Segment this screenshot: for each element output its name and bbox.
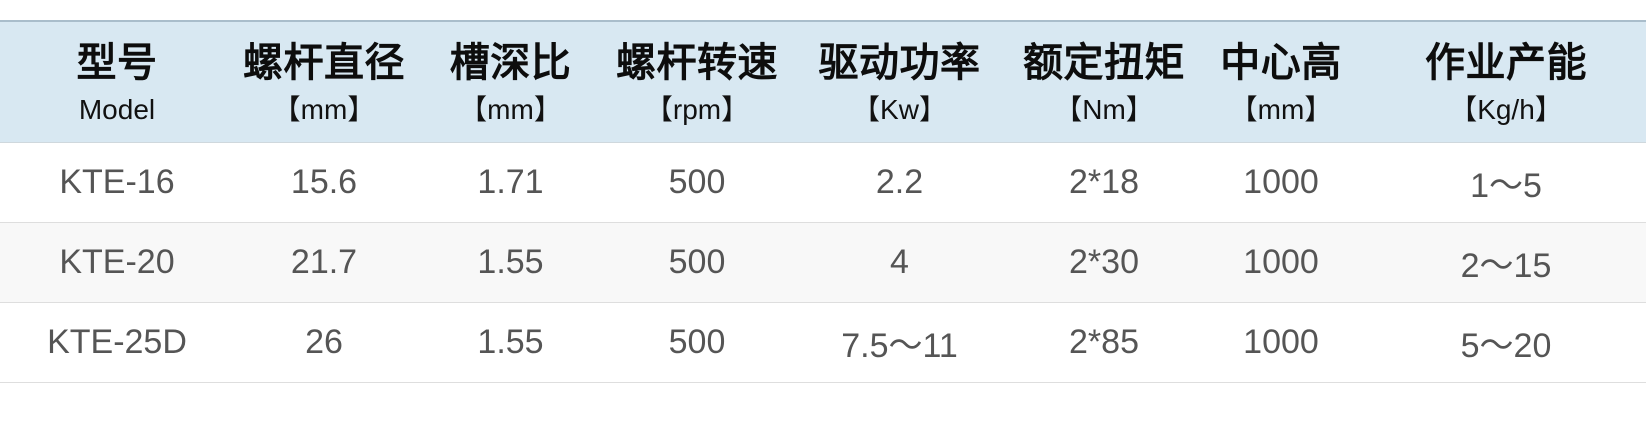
cell-screw-diameter: 21.7	[234, 222, 414, 304]
column-header-rated-torque-unit: 【Nm】	[1054, 94, 1154, 126]
table-row: KTE-16 15.6 1.71 500 2.2 2*18 1000 1～5	[0, 142, 1646, 224]
column-header-drive-power-cn: 驱动功率	[818, 41, 981, 85]
header-row: 型号 Model 螺杆直径 【mm】 槽深比 【mm】 螺杆转速 【rpm】 驱…	[0, 20, 1646, 144]
cell-drive-power: 2.2	[787, 142, 1012, 224]
column-header-screw-speed-unit: 【rpm】	[644, 94, 750, 126]
cell-groove-depth-ratio: 1.55	[414, 302, 607, 384]
column-header-capacity: 作业产能 【Kg/h】	[1366, 20, 1646, 144]
column-header-center-height-cn: 中心高	[1220, 41, 1342, 85]
column-header-groove-depth-ratio-unit: 【mm】	[459, 94, 562, 126]
cell-model: KTE-20	[0, 222, 234, 304]
cell-center-height: 1000	[1196, 142, 1366, 224]
cell-drive-power: 4	[787, 222, 1012, 304]
column-header-center-height-unit: 【mm】	[1229, 94, 1333, 126]
table-header: 型号 Model 螺杆直径 【mm】 槽深比 【mm】 螺杆转速 【rpm】 驱…	[0, 20, 1646, 144]
column-header-rated-torque-cn: 额定扭矩	[1023, 41, 1185, 85]
cell-screw-diameter: 26	[234, 302, 414, 384]
table-bottom-overflow	[0, 383, 1646, 413]
cell-center-height: 1000	[1196, 222, 1366, 304]
cell-capacity: 2～15	[1366, 222, 1646, 304]
cell-capacity: 1～5	[1366, 142, 1646, 224]
column-header-screw-speed-cn: 螺杆转速	[616, 41, 778, 85]
cell-groove-depth-ratio: 1.55	[414, 222, 607, 304]
specifications-table: 型号 Model 螺杆直径 【mm】 槽深比 【mm】 螺杆转速 【rpm】 驱…	[0, 20, 1646, 384]
column-header-model-cn: 型号	[76, 41, 158, 85]
cell-rated-torque: 2*30	[1012, 222, 1196, 304]
column-header-screw-diameter: 螺杆直径 【mm】	[234, 20, 414, 144]
cell-rated-torque: 2*85	[1012, 302, 1196, 384]
column-header-groove-depth-ratio: 槽深比 【mm】	[414, 20, 607, 144]
column-header-screw-diameter-unit: 【mm】	[272, 94, 376, 126]
table-row: KTE-25D 26 1.55 500 7.5～11 2*85 1000 5～2…	[0, 302, 1646, 384]
column-header-center-height: 中心高 【mm】	[1196, 20, 1366, 144]
cell-screw-speed: 500	[607, 222, 787, 304]
cell-model: KTE-25D	[0, 302, 234, 384]
cell-drive-power: 7.5～11	[787, 302, 1012, 384]
column-header-model: 型号 Model	[0, 20, 234, 144]
cell-screw-diameter: 15.6	[234, 142, 414, 224]
cell-groove-depth-ratio: 1.71	[414, 142, 607, 224]
table-body: KTE-16 15.6 1.71 500 2.2 2*18 1000 1～5 K…	[0, 142, 1646, 384]
table-row: KTE-20 21.7 1.55 500 4 2*30 1000 2～15	[0, 222, 1646, 304]
column-header-drive-power: 驱动功率 【Kw】	[787, 20, 1012, 144]
cell-screw-speed: 500	[607, 142, 787, 224]
cell-rated-torque: 2*18	[1012, 142, 1196, 224]
cell-center-height: 1000	[1196, 302, 1366, 384]
column-header-screw-speed: 螺杆转速 【rpm】	[607, 20, 787, 144]
cell-capacity: 5～20	[1366, 302, 1646, 384]
column-header-screw-diameter-cn: 螺杆直径	[243, 41, 405, 85]
column-header-rated-torque: 额定扭矩 【Nm】	[1012, 20, 1196, 144]
cell-model: KTE-16	[0, 142, 234, 224]
column-header-drive-power-unit: 【Kw】	[852, 94, 947, 126]
cell-screw-speed: 500	[607, 302, 787, 384]
column-header-capacity-cn: 作业产能	[1425, 41, 1587, 85]
column-header-model-sub: Model	[78, 94, 156, 126]
column-header-groove-depth-ratio-cn: 槽深比	[449, 41, 572, 85]
column-header-capacity-unit: 【Kg/h】	[1449, 94, 1563, 126]
